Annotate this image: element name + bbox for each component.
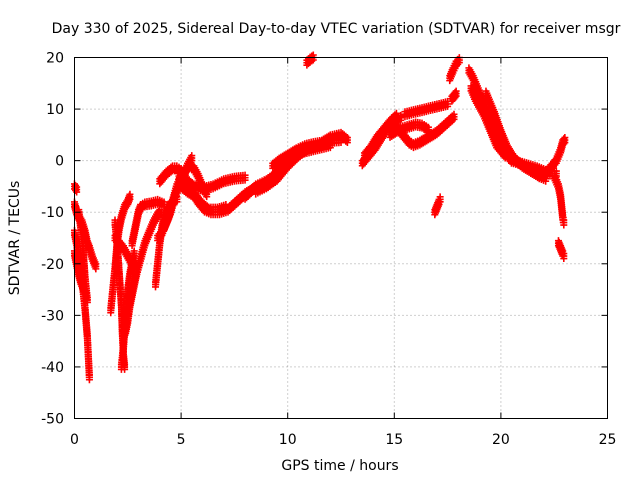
series-t18 (177, 180, 230, 216)
x-tick-label: 0 (70, 432, 79, 448)
y-axis-label: SDTVAR / TECUs (7, 181, 23, 296)
data-point (83, 298, 91, 306)
series-t21 (269, 128, 351, 172)
data-point (501, 154, 509, 162)
data-point (343, 139, 351, 147)
y-tick-label: -30 (41, 308, 64, 324)
y-tick-label: -10 (41, 205, 64, 221)
plot-frame (74, 57, 608, 419)
y-tick-label: 10 (46, 102, 64, 118)
data-point (92, 265, 100, 273)
data-point (397, 116, 405, 124)
series-t12 (132, 206, 164, 281)
data-point (436, 198, 444, 206)
y-tick-label: -50 (41, 412, 64, 428)
x-tick-label: 5 (177, 432, 186, 448)
series-t32 (467, 82, 509, 162)
series-t26 (392, 110, 458, 152)
series-t36 (550, 170, 568, 229)
series-t09 (120, 268, 140, 342)
x-tick-label: 20 (492, 432, 510, 448)
data-point (392, 114, 400, 122)
x-axis-label: GPS time / hours (281, 458, 398, 474)
data-point (560, 140, 568, 148)
series-t27 (401, 97, 452, 121)
x-tick-labels: 0 5 10 15 20 25 (70, 432, 616, 448)
axis-ticks (74, 57, 608, 419)
data-point (560, 221, 568, 229)
data-point (222, 206, 230, 214)
data-point (155, 212, 163, 220)
data-point (241, 176, 249, 184)
y-tick-label: 0 (55, 154, 64, 170)
x-tick-label: 25 (599, 432, 617, 448)
x-tick-label: 10 (279, 432, 297, 448)
series-t01 (71, 180, 81, 196)
data-point (561, 139, 569, 147)
series-t24 (360, 109, 400, 162)
series-t29 (446, 54, 463, 85)
y-tick-label: -20 (41, 257, 64, 273)
series-t22 (303, 51, 317, 69)
data-point (455, 59, 463, 67)
data-point (450, 115, 458, 123)
series-t10 (111, 232, 140, 273)
series-t30 (448, 87, 460, 105)
x-tick-label: 15 (385, 432, 403, 448)
series-t05 (75, 206, 91, 306)
data-point (560, 255, 568, 263)
series-t35 (535, 134, 569, 183)
chart-title: Day 330 of 2025, Sidereal Day-to-day VTE… (52, 21, 621, 37)
data-point (85, 376, 93, 384)
data-point (203, 193, 211, 201)
series-t28 (431, 193, 444, 219)
data-point (452, 92, 460, 100)
y-tick-label: -40 (41, 360, 64, 376)
y-tick-label: 20 (46, 51, 64, 67)
y-tick-labels: -50 -40 -30 -20 -10 0 10 20 (41, 51, 64, 428)
series-t37 (554, 237, 568, 263)
data-points (71, 51, 569, 384)
data-point (126, 195, 134, 203)
data-point (444, 102, 452, 110)
data-point (451, 93, 459, 101)
